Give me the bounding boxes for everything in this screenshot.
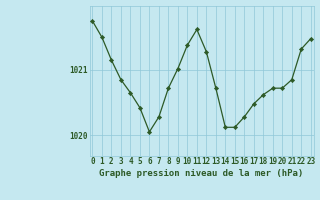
X-axis label: Graphe pression niveau de la mer (hPa): Graphe pression niveau de la mer (hPa) [100, 169, 304, 178]
